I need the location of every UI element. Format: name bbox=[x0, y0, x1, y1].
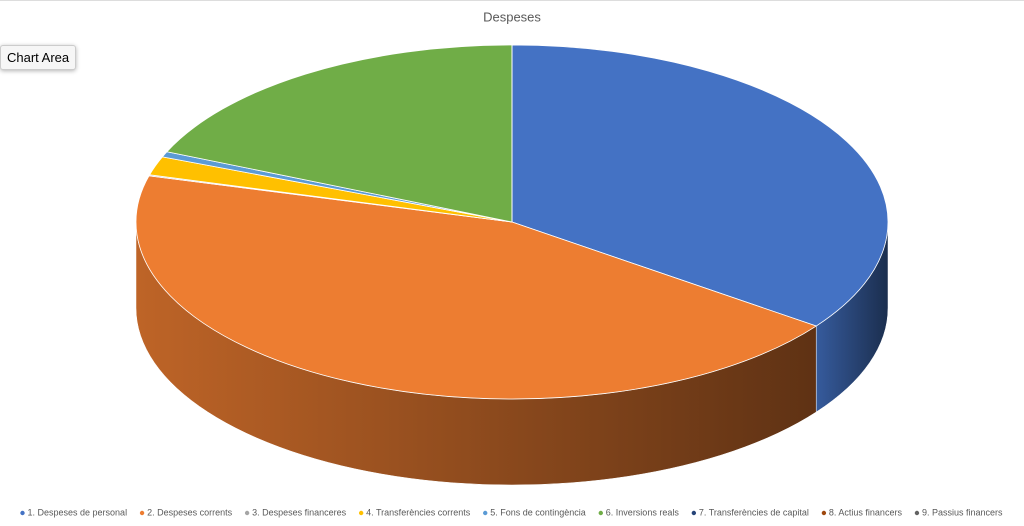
legend-marker bbox=[691, 510, 697, 516]
legend-label: 6. Inversions reals bbox=[606, 507, 680, 517]
slice bbox=[166, 44, 513, 223]
legend-item: 4. Transferències corrents bbox=[358, 507, 471, 517]
tooltip: Chart Area bbox=[0, 45, 77, 70]
legend-label: 5. Fons de contingència bbox=[490, 507, 586, 517]
legend-label: 1. Despeses de personal bbox=[28, 507, 128, 517]
legend-marker bbox=[20, 510, 25, 516]
legend-label: 7. Transferències de capital bbox=[699, 507, 809, 517]
legend-marker bbox=[483, 510, 488, 516]
legend-label: 2. Despeses corrents bbox=[147, 507, 233, 517]
slice bbox=[511, 44, 889, 327]
legend-marker bbox=[139, 510, 145, 516]
legend-item: 6. Inversions reals bbox=[598, 507, 680, 517]
legend-item: 1. Despeses de personal bbox=[20, 507, 127, 517]
legend-label: 3. Despeses financeres bbox=[252, 507, 347, 517]
chart-title: Despeses bbox=[483, 9, 541, 24]
slice bbox=[135, 175, 818, 400]
legend-label: 4. Transferències corrents bbox=[366, 507, 471, 517]
legend-marker bbox=[821, 510, 827, 516]
legend-marker bbox=[358, 510, 364, 516]
legend-item: 3. Despeses financeres bbox=[244, 507, 347, 517]
legend-item: 7. Transferències de capital bbox=[691, 507, 809, 517]
legend-item: 9. Passius financers bbox=[914, 507, 1003, 517]
legend-label: 9. Passius financers bbox=[922, 507, 1003, 517]
legend-marker bbox=[244, 510, 250, 516]
legend-item: 8. Actius financers bbox=[821, 507, 903, 517]
legend-marker bbox=[598, 510, 603, 516]
legend-label: 8. Actius financers bbox=[829, 507, 903, 517]
legend-item: 2. Despeses corrents bbox=[139, 507, 233, 517]
legend-marker bbox=[914, 510, 920, 516]
legend-item: 5. Fons de contingència bbox=[483, 507, 586, 517]
